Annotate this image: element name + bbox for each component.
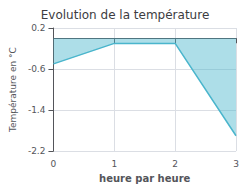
svg-text:0: 0 <box>51 159 57 169</box>
svg-text:Température en °C: Température en °C <box>8 47 18 133</box>
svg-text:-2.2: -2.2 <box>28 146 46 156</box>
svg-text:Evolution de la température: Evolution de la température <box>41 8 210 22</box>
svg-text:heure par heure: heure par heure <box>99 173 190 184</box>
svg-text:0.2: 0.2 <box>31 23 45 33</box>
svg-text:-0.6: -0.6 <box>28 64 46 74</box>
svg-text:3: 3 <box>233 159 239 169</box>
svg-text:2: 2 <box>172 159 178 169</box>
svg-text:1: 1 <box>111 159 117 169</box>
svg-text:-1.4: -1.4 <box>28 105 46 115</box>
